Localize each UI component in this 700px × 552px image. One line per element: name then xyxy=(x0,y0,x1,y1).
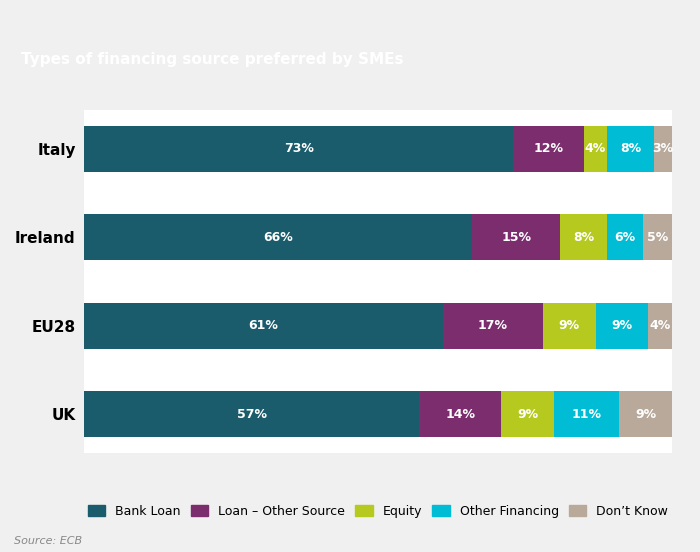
Text: 66%: 66% xyxy=(263,231,293,244)
Bar xyxy=(554,391,619,437)
Bar xyxy=(542,302,596,349)
Text: 17%: 17% xyxy=(477,319,508,332)
Text: 8%: 8% xyxy=(573,231,594,244)
Bar xyxy=(560,214,608,261)
Text: 8%: 8% xyxy=(620,142,641,156)
Text: 9%: 9% xyxy=(635,407,656,421)
Bar xyxy=(596,302,648,349)
Text: 9%: 9% xyxy=(517,407,538,421)
Bar xyxy=(643,214,672,261)
Text: 14%: 14% xyxy=(445,407,475,421)
Text: 4%: 4% xyxy=(650,319,671,332)
Text: 6%: 6% xyxy=(615,231,636,244)
Text: 9%: 9% xyxy=(612,319,633,332)
Bar xyxy=(608,126,655,172)
Bar xyxy=(84,302,442,349)
Text: 12%: 12% xyxy=(533,142,564,156)
Text: 61%: 61% xyxy=(248,319,279,332)
Bar xyxy=(84,126,513,172)
Text: 4%: 4% xyxy=(585,142,606,156)
Text: Types of financing source preferred by SMEs: Types of financing source preferred by S… xyxy=(21,52,403,67)
Bar xyxy=(84,214,472,261)
Bar xyxy=(608,214,643,261)
Text: 73%: 73% xyxy=(284,142,314,156)
Text: 3%: 3% xyxy=(652,142,673,156)
Text: 11%: 11% xyxy=(572,407,602,421)
Bar xyxy=(501,391,554,437)
Text: 5%: 5% xyxy=(647,231,668,244)
Bar xyxy=(442,302,542,349)
Text: 57%: 57% xyxy=(237,407,267,421)
Bar xyxy=(584,126,608,172)
Legend: Bank Loan, Loan – Other Source, Equity, Other Financing, Don’t Know: Bank Loan, Loan – Other Source, Equity, … xyxy=(83,500,673,523)
Bar xyxy=(619,391,672,437)
Bar xyxy=(84,391,419,437)
Text: 9%: 9% xyxy=(559,319,580,332)
Bar xyxy=(419,391,501,437)
Text: Source: ECB: Source: ECB xyxy=(14,537,82,546)
Bar xyxy=(648,302,672,349)
Bar xyxy=(513,126,584,172)
Bar xyxy=(472,214,560,261)
Bar xyxy=(654,126,672,172)
Text: 15%: 15% xyxy=(501,231,531,244)
